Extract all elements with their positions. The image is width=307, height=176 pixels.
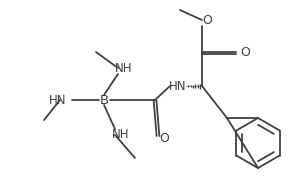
Text: NH: NH	[112, 128, 130, 142]
Text: HN: HN	[169, 80, 187, 93]
Text: NH: NH	[115, 61, 133, 74]
Text: O: O	[240, 46, 250, 59]
Text: HN: HN	[49, 93, 67, 106]
Text: B: B	[99, 93, 109, 106]
Text: O: O	[159, 133, 169, 146]
Text: O: O	[202, 14, 212, 27]
